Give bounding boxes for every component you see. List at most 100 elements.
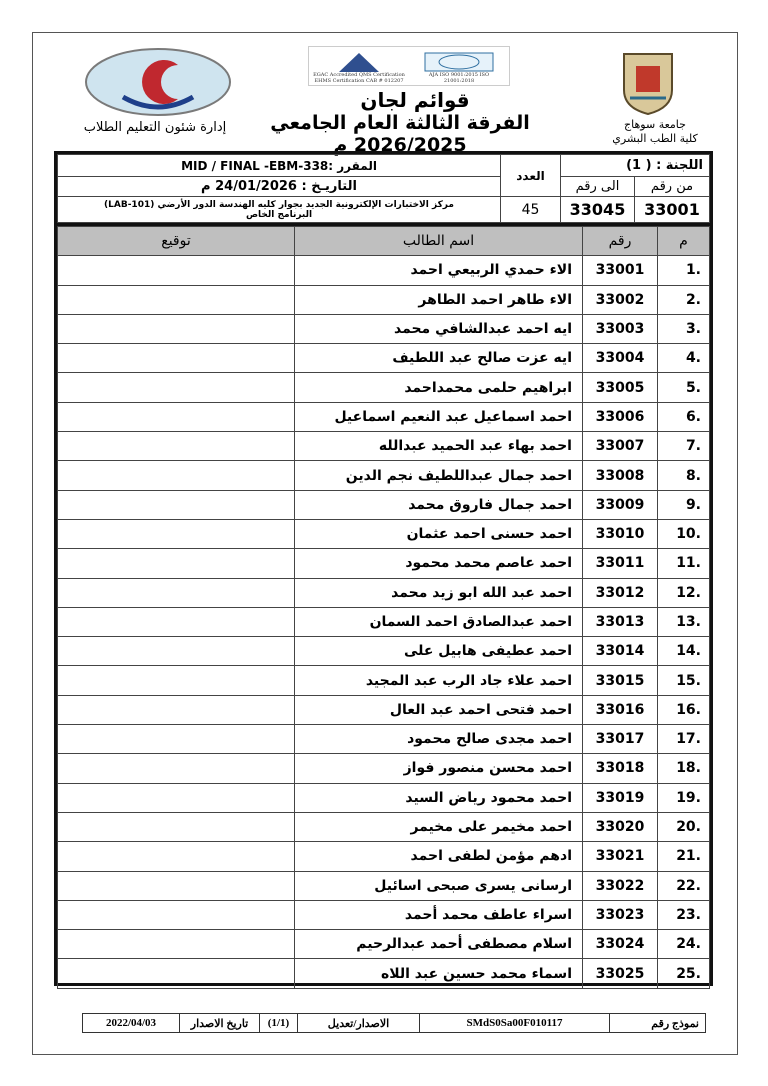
student-number: 33022: [582, 870, 658, 901]
row-index: 9.: [657, 489, 710, 520]
student-number: 33015: [582, 665, 658, 696]
student-number: 33001: [582, 255, 658, 286]
signature-cell[interactable]: [57, 577, 295, 608]
student-number: 33023: [582, 899, 658, 931]
university-name: جامعة سوهاج كلية الطب البشري: [600, 118, 710, 146]
column-header-number: رقم: [582, 225, 658, 257]
signature-cell[interactable]: [57, 372, 295, 403]
table-row: 21. 33021 ادهم مؤمن لطفى احمد: [57, 841, 710, 872]
row-index: 4.: [657, 343, 710, 374]
student-number: 33009: [582, 489, 658, 520]
signature-cell[interactable]: [57, 401, 295, 433]
signature-cell[interactable]: [57, 899, 295, 931]
issue-date: 2022/04/03: [105, 1017, 157, 1029]
signature-cell[interactable]: [57, 343, 295, 374]
table-row: 13. 33013 احمد عبدالصادق احمد السمان: [57, 606, 710, 638]
student-number: 33002: [582, 284, 658, 315]
student-number: 33010: [582, 518, 658, 550]
form-number-label: نموذج رقم: [609, 1014, 705, 1032]
signature-cell[interactable]: [57, 460, 295, 491]
student-name: ادهم مؤمن لطفى احمد: [294, 841, 583, 872]
signature-cell[interactable]: [57, 606, 295, 638]
row-index: 11.: [657, 548, 710, 579]
student-name: احمد بهاء عبد الحميد عبدالله: [294, 431, 583, 462]
signature-cell[interactable]: [57, 724, 295, 755]
version-label: الاصدار/تعديل: [297, 1014, 419, 1032]
signature-cell[interactable]: [57, 636, 295, 667]
signature-cell[interactable]: [57, 255, 295, 286]
signature-cell[interactable]: [57, 929, 295, 960]
student-number: 33011: [582, 548, 658, 579]
row-index: 3.: [657, 313, 710, 345]
student-name: الاء حمدي الربيعي احمد: [294, 255, 583, 286]
student-name: احمد مخيمر على مخيمر: [294, 811, 583, 843]
student-number: 33008: [582, 460, 658, 491]
row-index: 15.: [657, 665, 710, 696]
row-index: 22.: [657, 870, 710, 901]
signature-cell[interactable]: [57, 870, 295, 901]
student-name: احمد محمود رياض السيد: [294, 782, 583, 813]
student-name: اسراء عاطف محمد أحمد: [294, 899, 583, 931]
signature-cell[interactable]: [57, 753, 295, 784]
row-index: 20.: [657, 811, 710, 843]
signature-cell[interactable]: [57, 489, 295, 520]
signature-cell[interactable]: [57, 841, 295, 872]
student-number: 33016: [582, 694, 658, 726]
to-label: الى رقم: [560, 176, 635, 197]
student-name: ابراهيم حلمى محمداحمد: [294, 372, 583, 403]
student-name: ايه عزت صالح عبد اللطيف: [294, 343, 583, 374]
row-index: 12.: [657, 577, 710, 608]
signature-cell[interactable]: [57, 958, 295, 989]
table-row: 25. 33025 اسماء محمد حسين عبد اللاه: [57, 958, 710, 989]
student-name: احمد علاء جاد الرب عبد المجيد: [294, 665, 583, 696]
signature-cell[interactable]: [57, 518, 295, 550]
row-index: 24.: [657, 929, 710, 960]
count-label: العدد: [500, 154, 561, 197]
university-label: جامعة سوهاج: [624, 118, 686, 131]
student-name: احمد اسماعيل عبد النعيم اسماعيل: [294, 401, 583, 433]
table-row: 23. 33023 اسراء عاطف محمد أحمد: [57, 899, 710, 931]
row-index: 10.: [657, 518, 710, 550]
sohag-university-logo: [608, 50, 688, 116]
student-name: ارسانى يسرى صبحى اسائيل: [294, 870, 583, 901]
student-name: احمد حسنى احمد عثمان: [294, 518, 583, 550]
table-row: 19. 33019 احمد محمود رياض السيد: [57, 782, 710, 813]
row-index: 8.: [657, 460, 710, 491]
issue-date-label: تاريخ الاصدار: [179, 1014, 259, 1032]
student-number: 33013: [582, 606, 658, 638]
row-index: 14.: [657, 636, 710, 667]
student-table: م رقم اسم الطالب توقيع 1. 33001 الاء حمد…: [57, 225, 710, 989]
student-name: احمد عاصم محمد محمود: [294, 548, 583, 579]
student-number: 33003: [582, 313, 658, 345]
signature-cell[interactable]: [57, 811, 295, 843]
student-number: 33025: [582, 958, 658, 989]
signature-cell[interactable]: [57, 694, 295, 726]
table-row: 22. 33022 ارسانى يسرى صبحى اسائيل: [57, 870, 710, 901]
page-subtitle: الفرقة الثالثة العام الجامعي 2026/2025 م: [270, 112, 530, 156]
signature-cell[interactable]: [57, 548, 295, 579]
row-index: 21.: [657, 841, 710, 872]
signature-cell[interactable]: [57, 313, 295, 345]
row-index: 16.: [657, 694, 710, 726]
table-row: 9. 33009 احمد جمال فاروق محمد: [57, 489, 710, 520]
row-index: 25.: [657, 958, 710, 989]
signature-cell[interactable]: [57, 284, 295, 315]
signature-cell[interactable]: [57, 431, 295, 462]
row-index: 2.: [657, 284, 710, 315]
row-index: 13.: [657, 606, 710, 638]
signature-cell[interactable]: [57, 782, 295, 813]
student-name: اسلام مصطفى أحمد عبدالرحيم: [294, 929, 583, 960]
row-index: 23.: [657, 899, 710, 931]
to-number: 33045: [560, 196, 635, 223]
row-index: 6.: [657, 401, 710, 433]
table-row: 15. 33015 احمد علاء جاد الرب عبد المجيد: [57, 665, 710, 696]
table-row: 17. 33017 احمد مجدى صالح محمود: [57, 724, 710, 755]
column-header-name: اسم الطالب: [294, 225, 583, 257]
student-number: 33019: [582, 782, 658, 813]
student-number: 33020: [582, 811, 658, 843]
signature-cell[interactable]: [57, 665, 295, 696]
from-label: من رقم: [634, 176, 710, 197]
table-row: 1. 33001 الاء حمدي الربيعي احمد: [57, 255, 710, 286]
student-number: 33014: [582, 636, 658, 667]
table-row: 10. 33010 احمد حسنى احمد عثمان: [57, 518, 710, 550]
